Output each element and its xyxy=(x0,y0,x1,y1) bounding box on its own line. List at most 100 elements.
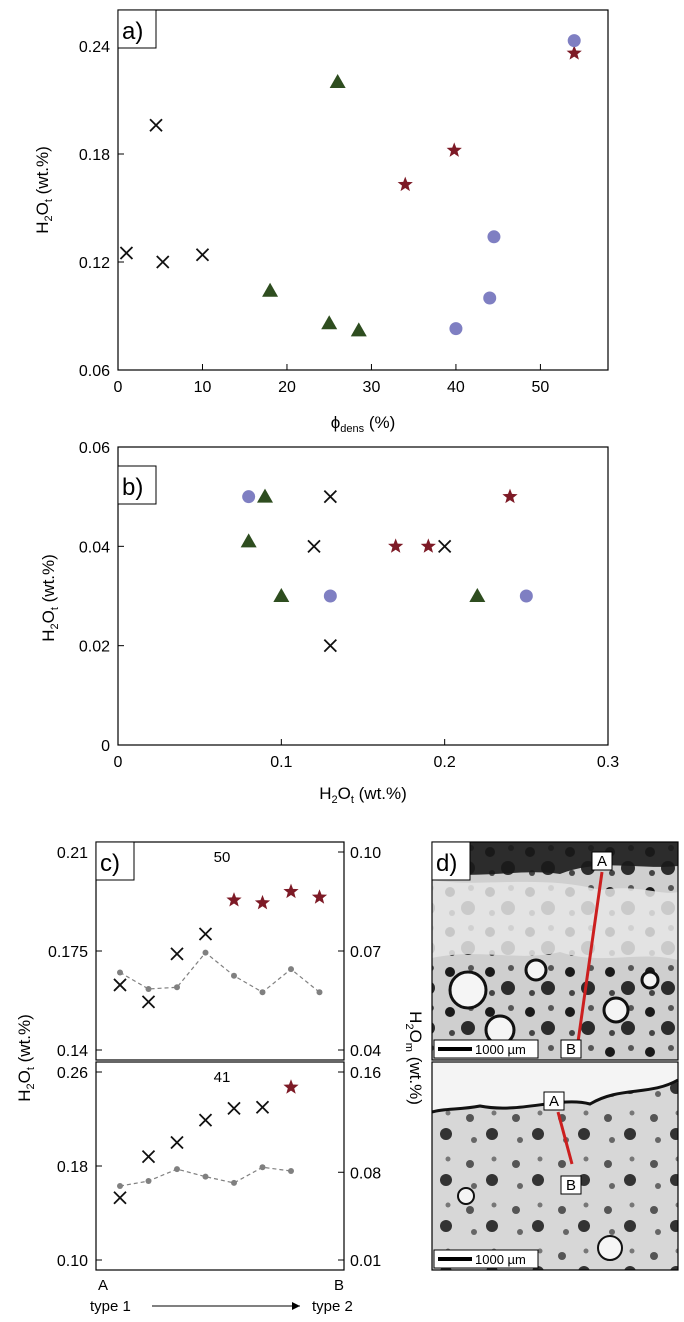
right-y-tick-label: 0.08 xyxy=(350,1165,381,1182)
data-point-cross xyxy=(141,995,156,1009)
x-tick-label: 0.3 xyxy=(597,754,619,771)
data-point-cross xyxy=(113,1191,127,1205)
panel-a-ylabel: H2Ot (wt.%) xyxy=(33,146,55,234)
data-point-star xyxy=(397,176,413,192)
panel-b-scatter: 0 0.1 0.2 0.3 0 0.02 0.04 0.06 b) H2Ot (wt.%) H… xyxy=(39,440,619,806)
grey-profile-point xyxy=(288,1168,294,1175)
data-point-star xyxy=(446,142,462,157)
y-tick-label: 0.12 xyxy=(79,255,110,272)
data-point-circle xyxy=(483,291,497,305)
micrograph-top-dark-band xyxy=(432,842,678,875)
scalebar-label-bottom: 1000 µm xyxy=(475,1252,526,1267)
panel-d-tag-box xyxy=(431,841,471,881)
data-point-circle xyxy=(567,34,581,48)
vesicle xyxy=(640,970,660,990)
panel-c-right-ylabel: H2Om (wt.%) xyxy=(403,1011,425,1105)
scalebar-box-bottom xyxy=(433,1249,539,1269)
grey-profile-point xyxy=(231,972,237,979)
vesicle xyxy=(597,1235,623,1261)
panel-b-tag-box xyxy=(117,465,157,505)
data-point-cross xyxy=(113,978,127,992)
grey-profile-point xyxy=(316,989,323,996)
data-point-circle xyxy=(487,230,501,244)
x-tick-label: 20 xyxy=(278,379,296,396)
left-y-tick-label: 0.175 xyxy=(48,944,88,961)
panel-a-xlabel: ϕdens (%) xyxy=(331,413,396,435)
panel-c-arrow-head xyxy=(292,1302,300,1310)
data-point-cross xyxy=(119,246,134,260)
right-y-tick-label: 0.10 xyxy=(350,845,381,862)
grey-profile-point xyxy=(288,966,294,973)
data-point-triangle xyxy=(321,315,338,330)
data-point-cross xyxy=(141,1149,156,1164)
data-point-triangle xyxy=(262,282,279,297)
y-tick-label: 0.18 xyxy=(79,147,110,164)
data-point-cross xyxy=(307,539,321,553)
panel-c-x-start: A xyxy=(98,1277,108,1294)
point-a-top: A xyxy=(597,853,607,870)
data-point-cross xyxy=(438,539,452,553)
data-point-star xyxy=(254,894,271,910)
profile-line-top xyxy=(576,871,604,1043)
data-point-triangle xyxy=(240,533,257,548)
x-tick-label: 30 xyxy=(363,379,381,396)
point-a-box-bottom xyxy=(543,1091,565,1111)
data-point-cross xyxy=(195,248,210,262)
profile-line-bottom xyxy=(556,1111,574,1165)
panel-b-tag: b) xyxy=(122,474,143,501)
data-point-triangle xyxy=(469,588,486,602)
data-point-star xyxy=(283,1079,299,1094)
data-point-star xyxy=(420,538,436,553)
grey-profile-point xyxy=(174,984,180,991)
grey-profile-point xyxy=(259,1164,266,1171)
left-y-tick-label: 0.18 xyxy=(57,1159,88,1176)
point-a-box-top xyxy=(591,851,613,871)
grey-profile-point xyxy=(117,1183,123,1190)
panel-c-left-ylabel: H2Ot (wt.%) xyxy=(15,1014,37,1102)
micrograph-bottom-light-region xyxy=(432,1062,678,1112)
x-tick-label: 0 xyxy=(114,754,123,771)
x-tick-label: 0.1 xyxy=(270,754,292,771)
data-point-star xyxy=(388,538,404,553)
micrograph-top-light-band xyxy=(432,880,678,960)
data-point-cross xyxy=(323,490,337,504)
micrograph-bottom-frame xyxy=(431,1061,679,1271)
panel-a-tag: a) xyxy=(122,18,143,45)
panel-c-bottom-label: 41 xyxy=(214,1069,231,1086)
data-point-circle xyxy=(519,589,533,603)
data-point-cross xyxy=(170,947,184,961)
panel-c-tag-box xyxy=(95,841,135,881)
data-point-cross xyxy=(149,118,163,132)
panel-c-x-end-caption: type 2 xyxy=(312,1298,353,1315)
data-point-cross xyxy=(227,1101,241,1116)
scalebar-label-top: 1000 µm xyxy=(475,1042,526,1057)
data-point-star xyxy=(502,488,518,504)
data-point-triangle xyxy=(273,588,290,602)
panel-c-x-start-caption: type 1 xyxy=(90,1298,131,1315)
data-point-cross xyxy=(156,255,170,269)
point-b-bottom: B xyxy=(566,1177,576,1194)
panel-c-bottom-frame xyxy=(95,1061,345,1271)
panel-b-xlabel: H2Ot (wt.%) xyxy=(319,784,407,806)
data-point-cross xyxy=(198,927,213,941)
vesicle xyxy=(524,958,548,982)
panel-a-frame xyxy=(117,9,609,371)
data-point-cross xyxy=(255,1100,270,1114)
vesicle xyxy=(602,996,630,1024)
grey-profile-point xyxy=(117,969,123,976)
data-point-cross xyxy=(198,1113,213,1127)
panel-d-micrographs: A B 1000 µm d) A B 1000 µm xyxy=(431,841,679,1271)
x-tick-label: 40 xyxy=(447,379,465,396)
grey-profile-point xyxy=(145,1178,152,1185)
right-y-tick-label: 0.16 xyxy=(350,1065,381,1082)
panel-c-top-label: 50 xyxy=(214,849,231,866)
panel-b-frame xyxy=(117,446,609,746)
right-y-tick-label: 0.01 xyxy=(350,1253,381,1270)
left-y-tick-label: 0.14 xyxy=(57,1043,88,1060)
right-y-tick-label: 0.07 xyxy=(350,944,381,961)
panel-a-tag-box xyxy=(117,9,157,49)
data-point-star xyxy=(283,883,299,899)
y-tick-label: 0.06 xyxy=(79,440,110,457)
y-tick-label: 0.02 xyxy=(79,639,110,656)
